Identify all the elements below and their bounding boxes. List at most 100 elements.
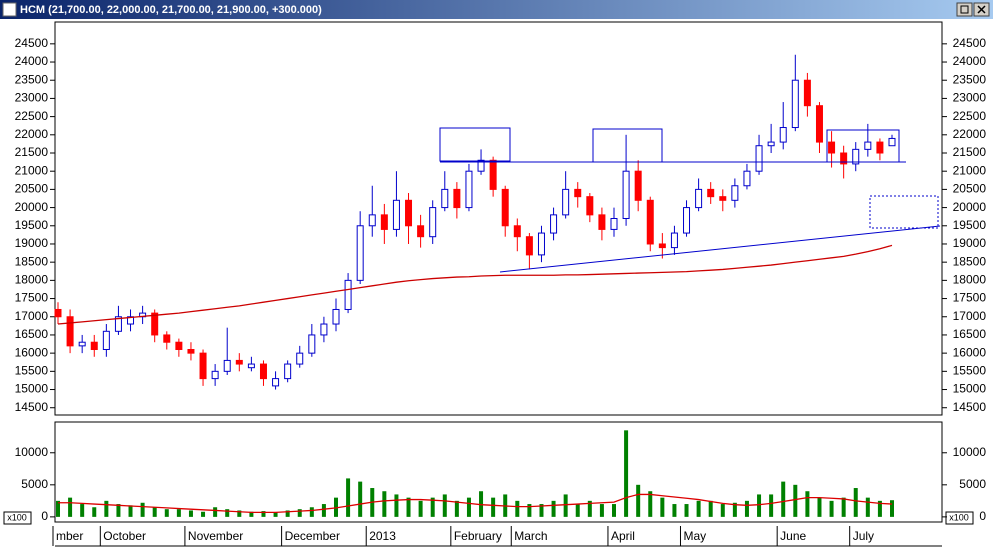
y-tick-label: 20500: [15, 182, 49, 196]
volume-bar: [853, 488, 858, 517]
volume-bar: [744, 500, 749, 517]
unit-box: [3, 511, 32, 525]
candle-body: [695, 188, 703, 209]
candle-body: [803, 79, 811, 107]
y-tick-label: 19500: [15, 218, 49, 232]
volume-bar: [140, 502, 145, 517]
volume-bar: [56, 500, 60, 517]
volume-bar: [273, 512, 278, 517]
volume-bar: [466, 497, 471, 517]
candle-body: [429, 207, 437, 238]
candle-body: [864, 141, 872, 150]
candle-body: [405, 199, 413, 227]
x-tick-label: 2013: [369, 529, 396, 543]
y-tick-label: 24000: [953, 54, 987, 68]
volume-bar: [406, 497, 411, 517]
y-tick-label: 14500: [953, 400, 987, 414]
volume-bar: [841, 497, 846, 517]
minimize-button[interactable]: [956, 2, 973, 17]
volume-tick-label: 5000: [21, 477, 48, 491]
y-tick-label: 18500: [15, 254, 49, 268]
volume-bar: [757, 494, 762, 517]
unit-box: [945, 511, 974, 525]
candle-body: [634, 170, 642, 201]
candle-body: [90, 341, 98, 351]
candle-body: [235, 359, 243, 365]
candle-body: [344, 279, 352, 310]
y-tick-label: 23500: [15, 72, 49, 86]
y-tick-label: 16000: [15, 345, 49, 359]
candle-body: [211, 370, 219, 380]
candle-body: [731, 185, 739, 201]
volume-bar: [781, 481, 786, 517]
close-button[interactable]: [973, 2, 990, 17]
volume-bar: [92, 507, 97, 517]
y-tick-label: 21000: [953, 163, 987, 177]
volume-bar: [188, 510, 193, 517]
y-tick-label: 23000: [953, 91, 987, 105]
candle-body: [223, 359, 231, 372]
candle-body: [380, 214, 388, 230]
window-icon: [2, 2, 17, 17]
volume-bar: [237, 510, 242, 517]
x-tick-label: November: [188, 529, 243, 543]
volume-bar: [648, 491, 653, 517]
candle-body: [151, 312, 159, 336]
volume-bar: [297, 509, 302, 517]
volume-bar: [672, 504, 677, 517]
candle-body: [127, 316, 135, 325]
candle-body: [392, 199, 400, 230]
volume-bar: [599, 504, 604, 517]
y-tick-label: 15500: [15, 364, 49, 378]
candle-body: [66, 316, 74, 347]
candle-body: [259, 363, 267, 380]
y-tick-label: 24500: [953, 36, 987, 50]
candle-body: [598, 214, 606, 230]
volume-bar: [612, 504, 616, 517]
y-tick-label: 15000: [953, 382, 987, 396]
candle-body: [513, 225, 521, 238]
title-bar: [0, 0, 993, 19]
volume-bar: [249, 511, 254, 517]
x-tick-label: May: [683, 529, 706, 543]
candle-body: [320, 323, 328, 336]
candle-body: [501, 188, 509, 227]
chart-title: HCM (21,700.00, 22,000.00, 21,700.00, 21…: [20, 4, 322, 16]
volume-bar: [225, 509, 230, 517]
y-tick-label: 17000: [15, 309, 49, 323]
candle-body: [840, 152, 848, 165]
candle-body: [332, 308, 340, 325]
volume-bar: [418, 500, 423, 517]
x-tick-label: February: [454, 529, 502, 543]
candle-body: [368, 214, 376, 227]
candle-body: [683, 207, 691, 234]
candle-body: [284, 363, 292, 380]
volume-tick-label: 10000: [953, 445, 987, 459]
volume-bar: [696, 500, 701, 517]
candle-body: [465, 170, 473, 209]
candle-body: [199, 352, 207, 380]
marks: 14500 14500 15000 15000 15500 15500 16000 16000…: [15, 36, 987, 546]
volume-bar: [890, 500, 894, 517]
volume-bar: [152, 507, 157, 517]
candle-body: [767, 141, 775, 147]
y-tick-label: 21500: [15, 145, 49, 159]
volume-bar: [708, 500, 713, 517]
candle-body: [658, 243, 666, 249]
candle-body: [707, 188, 715, 198]
volume-bar: [660, 497, 665, 517]
candle-body: [586, 196, 594, 216]
y-tick-label: 17500: [953, 291, 987, 305]
y-tick-label: 22000: [15, 127, 49, 141]
y-tick-label: 21000: [15, 163, 49, 177]
volume-bar: [865, 497, 870, 517]
y-tick-label: 20000: [953, 200, 987, 214]
x-tick-label: October: [103, 529, 146, 543]
candle-body: [78, 341, 86, 347]
y-tick-label: 19000: [953, 236, 987, 250]
candle-body: [876, 141, 884, 154]
y-tick-label: 22000: [953, 127, 987, 141]
volume-bar: [527, 504, 532, 517]
volume-tick-label: 0: [41, 509, 48, 523]
volume-bar: [116, 504, 121, 517]
